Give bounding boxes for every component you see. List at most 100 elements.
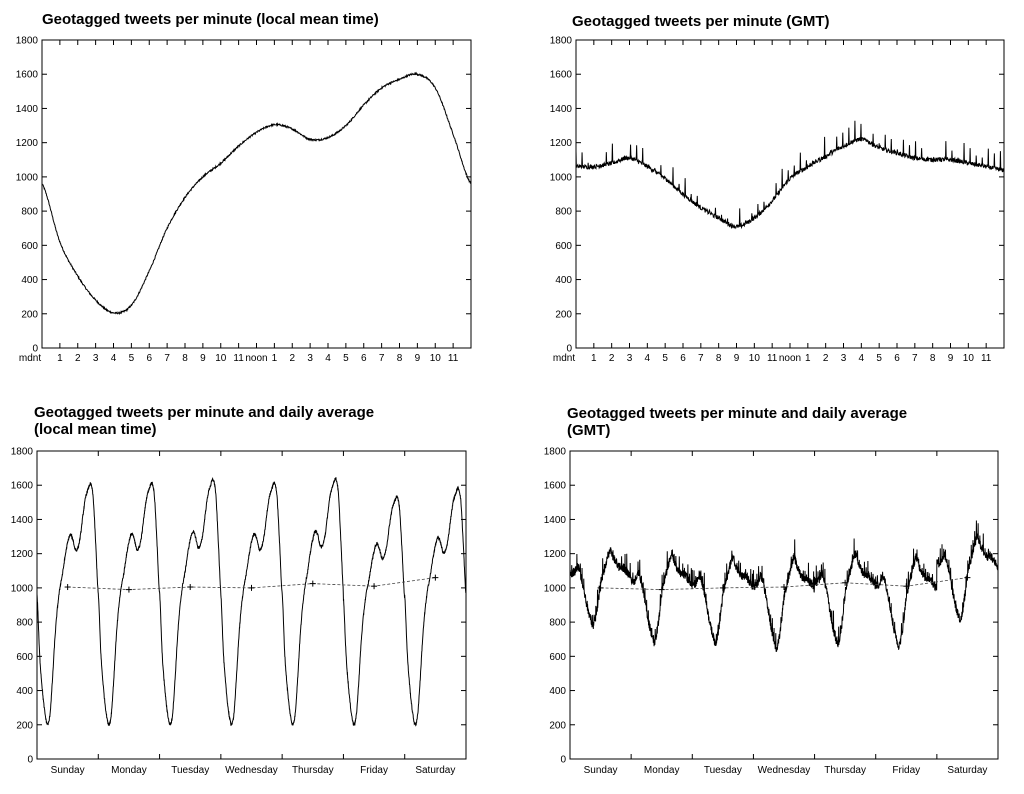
x-tick-label: 8 (397, 353, 403, 364)
y-tick-label: 1200 (11, 549, 34, 560)
y-tick-label: 1800 (11, 447, 34, 458)
y-tick-label: 1800 (550, 36, 573, 47)
x-tick-label: Monday (111, 765, 147, 776)
y-tick-label: 400 (555, 275, 572, 286)
y-tick-label: 600 (555, 241, 572, 252)
x-tick-label: noon (779, 353, 801, 364)
x-tick-label: Tuesday (171, 765, 209, 776)
y-tick-label: 1000 (11, 583, 34, 594)
x-tick-label: Thursday (824, 765, 866, 776)
y-tick-label: 1400 (11, 515, 34, 526)
chart-title-line-2: (local mean time) (34, 421, 157, 438)
chart-title-line-1: Geotagged tweets per minute and daily av… (34, 404, 374, 421)
x-tick-label: Friday (892, 765, 920, 776)
plot-frame (36, 450, 467, 760)
y-tick-label: 1800 (544, 447, 567, 458)
x-tick-label: Sunday (51, 765, 85, 776)
y-tick-label: 1600 (11, 481, 34, 492)
y-tick-label: 1600 (16, 70, 39, 81)
chart-title: Geotagged tweets per minute (local mean … (42, 11, 379, 28)
x-tick-label: Saturday (415, 765, 455, 776)
x-tick-label: 4 (859, 353, 865, 364)
y-tick-label: 1000 (550, 172, 573, 183)
y-tick-label: 200 (549, 720, 566, 731)
y-tick-label: 1200 (550, 138, 573, 149)
chart-title-line-1: Geotagged tweets per minute and daily av… (567, 405, 907, 422)
x-tick-label: 8 (716, 353, 722, 364)
y-tick-label: 400 (16, 686, 33, 697)
x-tick-label: mdnt (19, 353, 41, 364)
x-tick-label: 6 (680, 353, 686, 364)
x-tick-label: mdnt (553, 353, 575, 364)
plot-frame (575, 39, 1005, 349)
x-tick-label: 6 (361, 353, 367, 364)
y-tick-label: 200 (21, 309, 38, 320)
y-tick-label: 600 (549, 652, 566, 663)
x-tick-label: Tuesday (704, 765, 742, 776)
x-tick-label: 8 (182, 353, 188, 364)
y-tick-label: 800 (549, 618, 566, 629)
x-tick-label: 2 (75, 353, 81, 364)
x-tick-label: 11 (981, 353, 992, 364)
x-tick-label: 1 (272, 353, 278, 364)
x-tick-label: Thursday (292, 765, 334, 776)
x-tick-label: 1 (57, 353, 63, 364)
x-tick-label: 5 (876, 353, 882, 364)
x-tick-label: 3 (93, 353, 99, 364)
y-tick-label: 1400 (16, 104, 39, 115)
chart-panel-local-time: Geotagged tweets per minute (local mean … (16, 11, 472, 364)
daily-average-marker (432, 574, 439, 581)
x-tick-label: Saturday (947, 765, 987, 776)
daily-average-marker (64, 584, 71, 591)
y-tick-label: 800 (555, 207, 572, 218)
chart-panel-weekly-local-time: Geotagged tweets per minute and daily av… (11, 404, 467, 776)
y-tick-label: 600 (16, 652, 33, 663)
y-tick-label: 400 (21, 275, 38, 286)
x-tick-label: 10 (963, 353, 975, 364)
x-tick-label: 10 (749, 353, 761, 364)
daily-average-marker (658, 586, 665, 593)
x-tick-label: Wednesday (225, 765, 278, 776)
x-tick-label: 9 (948, 353, 954, 364)
y-tick-label: 600 (21, 241, 38, 252)
x-tick-label: 7 (912, 353, 918, 364)
x-tick-label: Friday (360, 765, 388, 776)
daily-average-marker (125, 586, 132, 593)
x-tick-label: 3 (627, 353, 633, 364)
chart-title: Geotagged tweets per minute (GMT) (572, 13, 830, 30)
daily-average-marker (964, 574, 971, 581)
y-tick-label: 1200 (16, 138, 39, 149)
x-tick-label: 2 (609, 353, 615, 364)
x-tick-label: 11 (448, 353, 459, 364)
y-tick-label: 1400 (550, 104, 573, 115)
x-tick-label: 7 (698, 353, 704, 364)
x-tick-label: 4 (325, 353, 331, 364)
x-tick-label: 5 (129, 353, 135, 364)
x-tick-label: 9 (734, 353, 740, 364)
x-tick-label: 2 (823, 353, 829, 364)
y-tick-label: 1000 (16, 172, 39, 183)
x-tick-label: 9 (200, 353, 206, 364)
x-tick-label: 4 (111, 353, 117, 364)
plot-frame (569, 450, 999, 760)
daily-average-marker (842, 579, 849, 586)
y-tick-label: 1800 (16, 36, 39, 47)
y-tick-label: 200 (16, 720, 33, 731)
y-tick-label: 800 (21, 207, 38, 218)
chart-panel-gmt: Geotagged tweets per minute (GMT) 0 200 40… (550, 13, 1005, 364)
x-tick-label: 7 (164, 353, 170, 364)
chart-title-line-2: (GMT) (567, 422, 610, 439)
y-tick-label: 1000 (544, 583, 567, 594)
y-tick-label: 200 (555, 309, 572, 320)
y-tick-label: 1600 (544, 481, 567, 492)
x-tick-label: 3 (307, 353, 313, 364)
x-tick-label: 6 (894, 353, 900, 364)
x-tick-label: Sunday (584, 765, 618, 776)
y-tick-label: 0 (566, 344, 572, 355)
daily-average-marker (719, 584, 726, 591)
y-tick-label: 1600 (550, 70, 573, 81)
series-line (569, 520, 999, 652)
series-line (41, 71, 472, 316)
daily-average-marker (248, 584, 255, 591)
